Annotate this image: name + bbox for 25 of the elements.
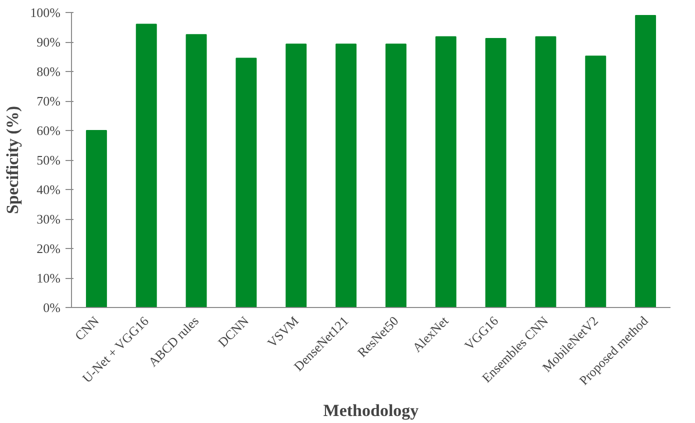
y-tick-label: 50% xyxy=(36,152,61,168)
bar xyxy=(136,24,157,308)
y-tick-label: 90% xyxy=(36,34,61,50)
y-tick-label: 10% xyxy=(36,270,61,286)
y-tick-label: 20% xyxy=(36,241,61,256)
bar xyxy=(86,130,107,308)
y-tick-label: 0% xyxy=(43,300,61,315)
bar xyxy=(236,58,257,308)
bar xyxy=(385,44,406,308)
y-axis-title: Specificity (%) xyxy=(3,106,22,214)
x-axis-title: Methodology xyxy=(323,401,420,420)
bar xyxy=(535,36,556,308)
y-tick-label: 30% xyxy=(36,212,61,226)
bar xyxy=(485,38,506,308)
bar xyxy=(435,36,456,308)
y-tick-label: 40% xyxy=(36,182,61,197)
bar xyxy=(635,14,656,308)
y-tick-label: 80% xyxy=(36,64,61,79)
bar xyxy=(585,56,606,308)
bar xyxy=(286,44,307,308)
bar xyxy=(336,44,357,308)
y-tick-label: 60% xyxy=(36,123,61,138)
bar xyxy=(186,34,207,308)
y-tick-label: 100% xyxy=(30,5,61,20)
y-tick-label: 70% xyxy=(36,94,61,108)
